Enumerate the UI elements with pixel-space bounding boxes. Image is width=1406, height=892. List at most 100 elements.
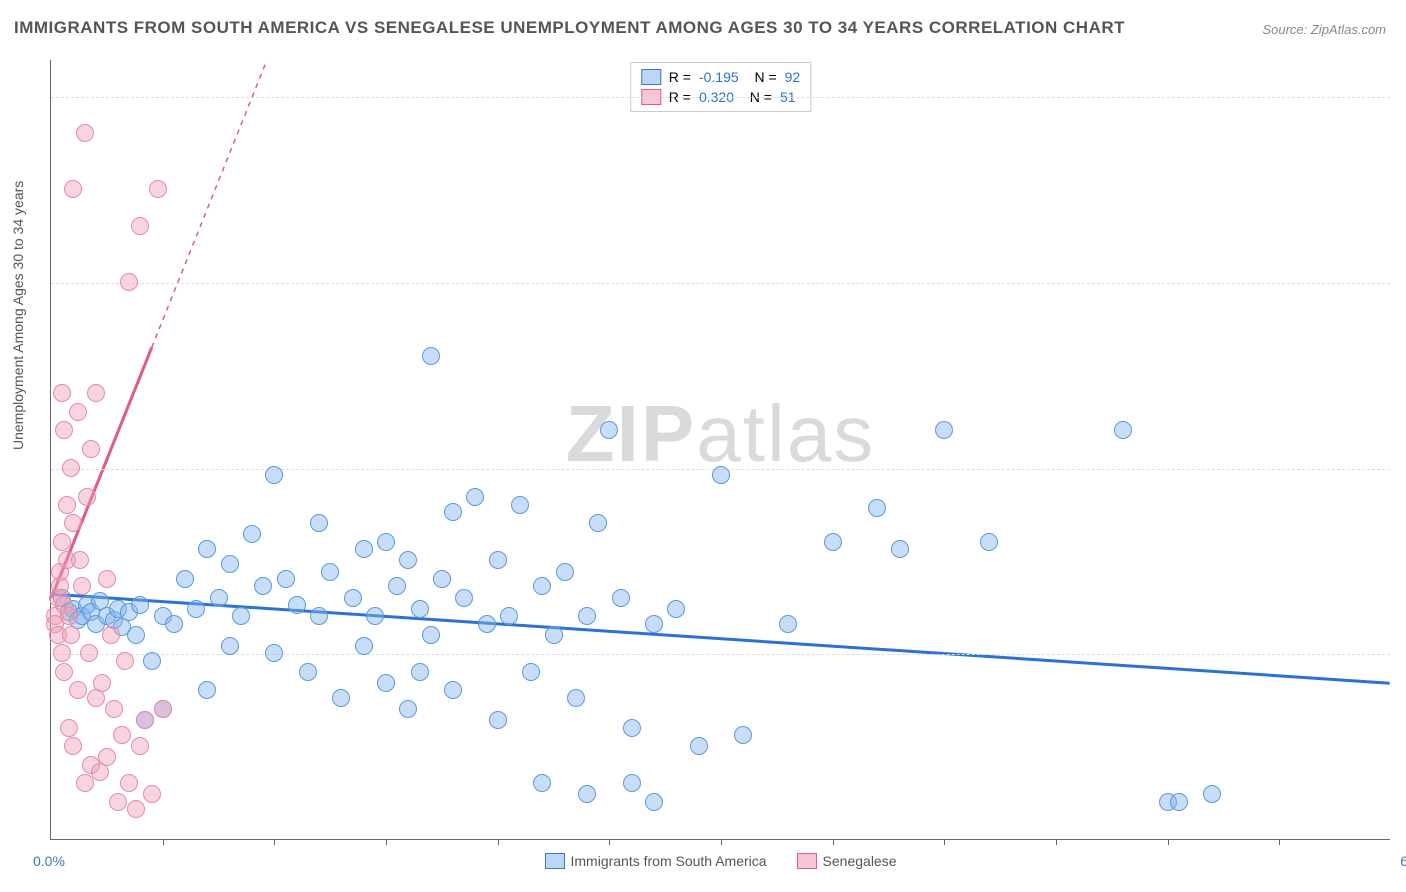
gridline xyxy=(51,97,1390,98)
legend-series-name: Immigrants from South America xyxy=(570,853,766,869)
data-point xyxy=(62,626,80,644)
gridline xyxy=(51,283,1390,284)
data-point xyxy=(533,774,551,792)
data-point xyxy=(478,615,496,633)
data-point xyxy=(120,774,138,792)
x-tick xyxy=(1279,839,1280,845)
data-point xyxy=(868,499,886,517)
data-point xyxy=(64,514,82,532)
data-point xyxy=(399,551,417,569)
data-point xyxy=(55,421,73,439)
data-point xyxy=(98,570,116,588)
data-point xyxy=(71,551,89,569)
data-point xyxy=(489,711,507,729)
data-point xyxy=(69,681,87,699)
x-tick xyxy=(944,839,945,845)
data-point xyxy=(645,793,663,811)
data-point xyxy=(53,533,71,551)
data-point xyxy=(127,626,145,644)
data-point xyxy=(377,674,395,692)
plot-area: ZIPatlas R = -0.195 N = 92R = 0.320 N = … xyxy=(50,60,1390,840)
data-point xyxy=(935,421,953,439)
data-point xyxy=(366,607,384,625)
data-point xyxy=(411,600,429,618)
chart-title: IMMIGRANTS FROM SOUTH AMERICA VS SENEGAL… xyxy=(14,18,1125,38)
data-point xyxy=(277,570,295,588)
data-point xyxy=(623,774,641,792)
legend-series-item: Immigrants from South America xyxy=(544,853,766,869)
data-point xyxy=(980,533,998,551)
legend-swatch xyxy=(797,853,817,869)
x-tick xyxy=(1168,839,1169,845)
data-point xyxy=(645,615,663,633)
data-point xyxy=(73,577,91,595)
data-point xyxy=(131,737,149,755)
data-point xyxy=(60,607,78,625)
x-tick xyxy=(833,839,834,845)
data-point xyxy=(466,488,484,506)
data-point xyxy=(165,615,183,633)
x-tick xyxy=(1056,839,1057,845)
data-point xyxy=(355,540,373,558)
data-point xyxy=(265,644,283,662)
data-point xyxy=(80,644,98,662)
x-tick xyxy=(386,839,387,845)
data-point xyxy=(1170,793,1188,811)
x-tick xyxy=(498,839,499,845)
source-label: Source: ZipAtlas.com xyxy=(1262,22,1386,37)
data-point xyxy=(824,533,842,551)
data-point xyxy=(533,577,551,595)
data-point xyxy=(62,459,80,477)
data-point xyxy=(78,488,96,506)
data-point xyxy=(187,600,205,618)
data-point xyxy=(288,596,306,614)
data-point xyxy=(243,525,261,543)
legend-r-label: R = xyxy=(669,69,691,85)
data-point xyxy=(210,589,228,607)
data-point xyxy=(388,577,406,595)
data-point xyxy=(131,217,149,235)
legend-series: Immigrants from South America Senegalese xyxy=(544,853,896,869)
legend-swatch xyxy=(641,69,661,85)
legend-swatch xyxy=(544,853,564,869)
data-point xyxy=(321,563,339,581)
data-point xyxy=(377,533,395,551)
y-axis-label: Unemployment Among Ages 30 to 34 years xyxy=(10,181,26,450)
x-tick xyxy=(721,839,722,845)
data-point xyxy=(444,681,462,699)
data-point xyxy=(76,124,94,142)
data-point xyxy=(58,496,76,514)
data-point xyxy=(690,737,708,755)
data-point xyxy=(87,384,105,402)
data-point xyxy=(76,774,94,792)
data-point xyxy=(176,570,194,588)
x-tick xyxy=(163,839,164,845)
data-point xyxy=(299,663,317,681)
data-point xyxy=(69,403,87,421)
legend-stat-row: R = -0.195 N = 92 xyxy=(641,67,800,87)
trend-lines xyxy=(51,60,1390,839)
data-point xyxy=(1114,421,1132,439)
data-point xyxy=(55,663,73,681)
data-point xyxy=(120,273,138,291)
data-point xyxy=(433,570,451,588)
data-point xyxy=(105,700,123,718)
data-point xyxy=(422,626,440,644)
data-point xyxy=(779,615,797,633)
data-point xyxy=(60,719,78,737)
data-point xyxy=(1203,785,1221,803)
data-point xyxy=(455,589,473,607)
data-point xyxy=(98,748,116,766)
data-point xyxy=(489,551,507,569)
x-max-label: 60.0% xyxy=(1400,853,1406,869)
data-point xyxy=(254,577,272,595)
data-point xyxy=(127,800,145,818)
data-point xyxy=(64,180,82,198)
data-point xyxy=(154,700,172,718)
data-point xyxy=(149,180,167,198)
data-point xyxy=(578,607,596,625)
legend-series-item: Senegalese xyxy=(797,853,897,869)
data-point xyxy=(600,421,618,439)
legend-n-value: 92 xyxy=(785,69,801,85)
data-point xyxy=(198,681,216,699)
